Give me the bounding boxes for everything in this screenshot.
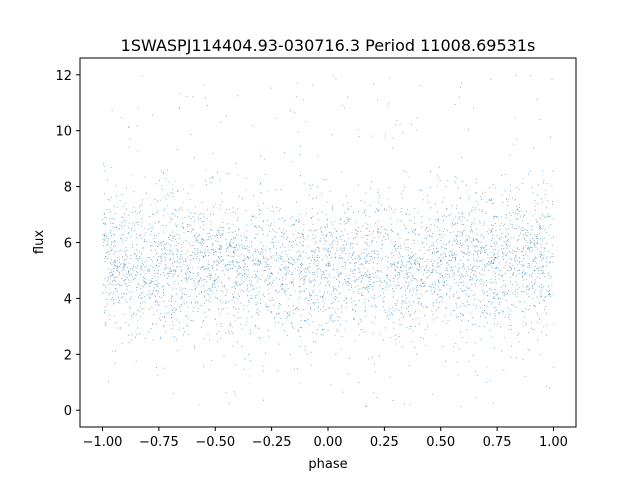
chart-title: 1SWASPJ114404.93-030716.3 Period 11008.6… [121, 36, 536, 55]
y-tick-label: 10 [55, 125, 72, 140]
y-tick-label: 8 [64, 181, 72, 196]
y-tick-label: 4 [64, 292, 72, 307]
y-tick-label: 2 [64, 348, 72, 363]
x-tick-label: 0.75 [483, 435, 512, 450]
y-tick-label: 0 [64, 404, 72, 419]
y-tick-label: 12 [55, 69, 72, 84]
x-axis-label: phase [308, 457, 347, 472]
x-tick-label: −1.00 [83, 435, 123, 450]
x-tick-label: 0.50 [426, 435, 455, 450]
x-tick-label: −0.50 [195, 435, 235, 450]
y-axis: 0 2 4 6 8 10 12 [55, 69, 80, 419]
y-axis-label: flux [32, 230, 47, 254]
x-tick-label: 0.00 [314, 435, 343, 450]
scatter-points [102, 74, 555, 407]
x-tick-label: 0.25 [370, 435, 399, 450]
x-tick-label: −0.25 [252, 435, 292, 450]
y-tick-label: 6 [64, 237, 72, 252]
flux-points [102, 74, 555, 407]
x-axis: −1.00 −0.75 −0.50 −0.25 0.00 0.25 0.50 0.75 1.00 [83, 427, 568, 450]
x-tick-label: 1.00 [539, 435, 568, 450]
x-tick-label: −0.75 [139, 435, 179, 450]
